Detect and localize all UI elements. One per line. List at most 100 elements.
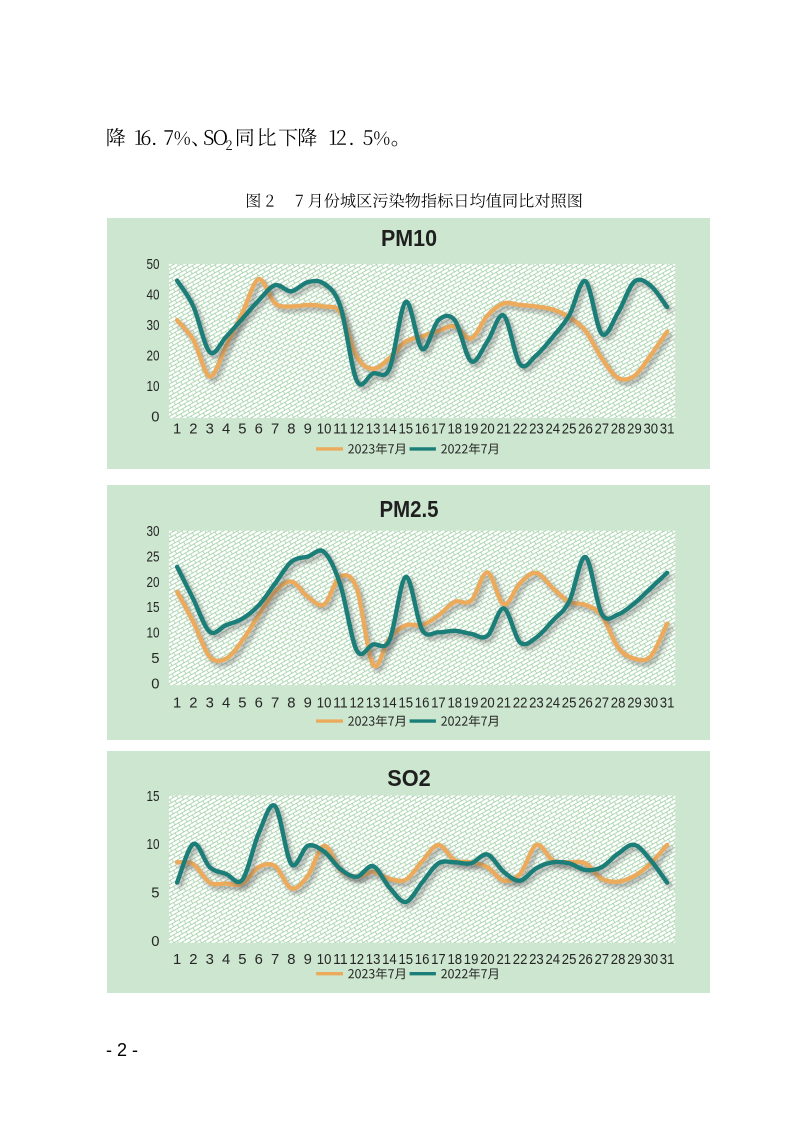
svg-text:25: 25	[562, 696, 577, 712]
svg-text:23: 23	[529, 696, 544, 712]
svg-text:7: 7	[271, 421, 279, 437]
svg-text:23: 23	[529, 421, 544, 437]
svg-text:15: 15	[399, 951, 414, 967]
svg-text:21: 21	[496, 421, 511, 437]
svg-text:10: 10	[147, 378, 160, 394]
svg-text:17: 17	[431, 696, 446, 712]
svg-text:5: 5	[151, 885, 159, 901]
svg-text:SO2: SO2	[387, 765, 430, 791]
svg-text:31: 31	[660, 951, 675, 967]
svg-text:28: 28	[611, 421, 626, 437]
svg-text:PM10: PM10	[381, 225, 437, 251]
svg-text:16: 16	[415, 421, 430, 437]
svg-text:10: 10	[147, 626, 160, 642]
svg-text:1: 1	[173, 421, 181, 437]
svg-text:30: 30	[147, 318, 160, 334]
svg-text:30: 30	[147, 524, 160, 540]
svg-text:27: 27	[594, 421, 609, 437]
svg-text:5: 5	[238, 421, 246, 437]
svg-text:24: 24	[545, 951, 560, 967]
svg-text:27: 27	[594, 951, 609, 967]
svg-text:1: 1	[173, 951, 181, 967]
svg-text:5: 5	[238, 696, 246, 712]
svg-text:19: 19	[464, 951, 479, 967]
svg-text:4: 4	[222, 421, 230, 437]
svg-text:0: 0	[151, 934, 159, 950]
svg-text:1: 1	[173, 696, 181, 712]
svg-text:5: 5	[151, 651, 159, 667]
svg-text:26: 26	[578, 951, 593, 967]
svg-text:12: 12	[350, 951, 365, 967]
svg-text:4: 4	[222, 951, 230, 967]
svg-text:20: 20	[147, 575, 160, 591]
svg-text:9: 9	[304, 951, 312, 967]
svg-text:22: 22	[513, 951, 528, 967]
svg-text:13: 13	[366, 696, 381, 712]
svg-text:24: 24	[545, 696, 560, 712]
svg-text:13: 13	[366, 421, 381, 437]
svg-text:20: 20	[147, 348, 160, 364]
svg-text:6: 6	[255, 421, 263, 437]
svg-text:18: 18	[447, 696, 462, 712]
svg-text:2: 2	[189, 951, 197, 967]
svg-text:25: 25	[147, 549, 160, 565]
svg-text:16: 16	[415, 696, 430, 712]
svg-text:17: 17	[431, 951, 446, 967]
svg-text:11: 11	[333, 696, 348, 712]
svg-text:21: 21	[496, 951, 511, 967]
svg-text:31: 31	[660, 696, 675, 712]
svg-text:28: 28	[611, 696, 626, 712]
svg-text:14: 14	[382, 421, 397, 437]
svg-text:50: 50	[147, 257, 160, 273]
svg-text:12: 12	[350, 696, 365, 712]
svg-text:20: 20	[480, 951, 495, 967]
svg-text:15: 15	[399, 421, 414, 437]
svg-text:18: 18	[447, 421, 462, 437]
svg-text:4: 4	[222, 696, 230, 712]
svg-text:3: 3	[206, 421, 214, 437]
svg-text:29: 29	[627, 951, 642, 967]
svg-text:2: 2	[189, 421, 197, 437]
svg-text:20: 20	[480, 421, 495, 437]
svg-text:30: 30	[643, 696, 658, 712]
svg-text:23: 23	[529, 951, 544, 967]
svg-text:17: 17	[431, 421, 446, 437]
svg-text:11: 11	[333, 951, 348, 967]
svg-text:28: 28	[611, 951, 626, 967]
svg-text:5: 5	[238, 951, 246, 967]
svg-text:30: 30	[643, 951, 658, 967]
svg-text:14: 14	[382, 696, 397, 712]
svg-text:29: 29	[627, 696, 642, 712]
svg-text:29: 29	[627, 421, 642, 437]
svg-text:26: 26	[578, 421, 593, 437]
svg-text:21: 21	[496, 696, 511, 712]
svg-text:15: 15	[147, 600, 160, 616]
svg-text:6: 6	[255, 951, 263, 967]
svg-text:2: 2	[189, 696, 197, 712]
svg-text:7: 7	[271, 951, 279, 967]
svg-text:6: 6	[255, 696, 263, 712]
svg-text:15: 15	[399, 696, 414, 712]
svg-text:3: 3	[206, 696, 214, 712]
svg-text:26: 26	[578, 696, 593, 712]
svg-text:10: 10	[147, 837, 160, 853]
svg-text:14: 14	[382, 951, 397, 967]
svg-text:40: 40	[147, 287, 160, 303]
svg-text:22: 22	[513, 421, 528, 437]
svg-text:8: 8	[287, 696, 295, 712]
svg-text:0: 0	[151, 409, 159, 425]
svg-text:22: 22	[513, 696, 528, 712]
svg-text:PM2.5: PM2.5	[380, 496, 439, 522]
svg-text:27: 27	[594, 696, 609, 712]
svg-text:12: 12	[350, 421, 365, 437]
svg-text:10: 10	[317, 421, 332, 437]
svg-text:16: 16	[415, 951, 430, 967]
svg-text:20: 20	[480, 696, 495, 712]
svg-text:8: 8	[287, 421, 295, 437]
svg-text:9: 9	[304, 696, 312, 712]
svg-text:18: 18	[447, 951, 462, 967]
svg-text:10: 10	[317, 696, 332, 712]
svg-text:7: 7	[271, 696, 279, 712]
svg-text:8: 8	[287, 951, 295, 967]
svg-text:15: 15	[147, 788, 160, 804]
